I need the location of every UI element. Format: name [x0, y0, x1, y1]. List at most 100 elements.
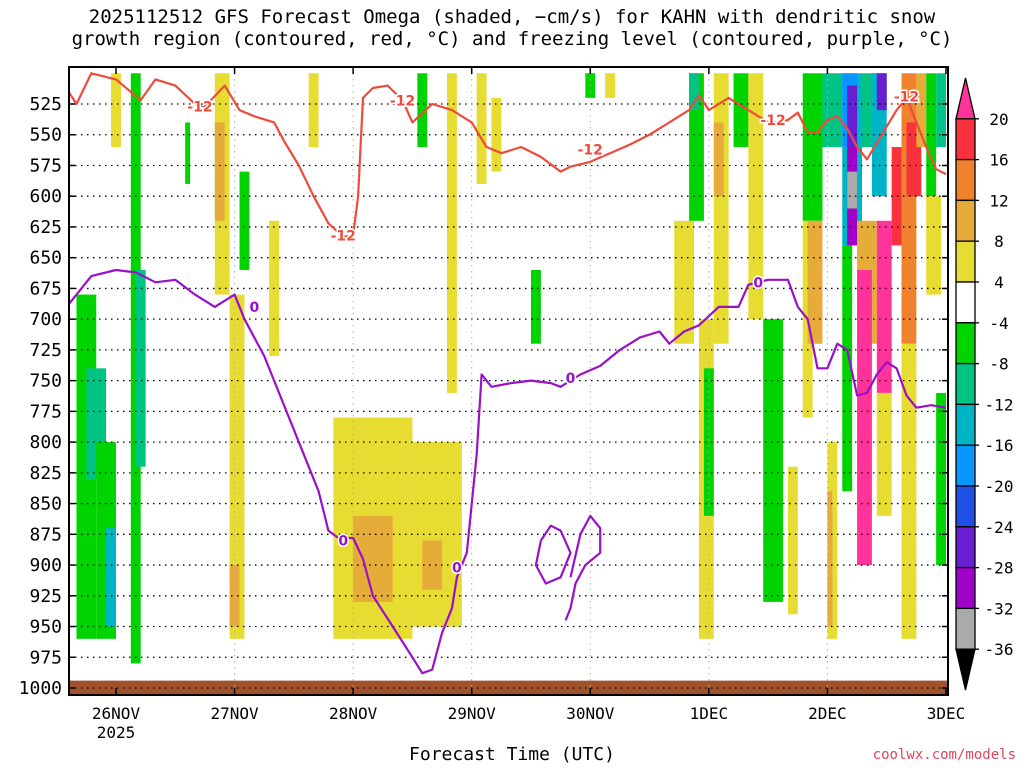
ytick-label-575: 575 [29, 155, 62, 176]
omega-cell-32 [713, 122, 724, 197]
axes-layer: 525 550 575 600 625 650 675 700 725 750 775 800 825 8… [19, 66, 966, 742]
ytick-label-950: 950 [29, 617, 62, 638]
omega-cell-60 [916, 73, 927, 148]
omega-cell-54 [876, 220, 892, 393]
ytick-label-675: 675 [29, 278, 62, 299]
omega-cell-58 [901, 343, 917, 639]
ytick-label-600: 600 [29, 186, 62, 207]
colorbar-label-20: 20 [989, 110, 1008, 129]
freezing-level-0-label-2: 0 [452, 561, 462, 577]
colorbar-cap-bottom [955, 648, 976, 691]
colorbar-cap-top [955, 77, 976, 120]
omega-cell-61 [926, 73, 937, 197]
dendritic-growth-minus12-label-5: -12 [894, 90, 919, 106]
colorbar-label--28: -28 [985, 559, 1014, 578]
omega-cell-4 [111, 73, 121, 148]
colorbar-bin--12 [955, 362, 976, 406]
omega-cell-36 [787, 466, 798, 615]
ytick-label-525: 525 [29, 94, 62, 115]
ytick-label-1000: 1000 [19, 678, 62, 699]
omega-cell-12 [239, 171, 250, 270]
omega-cell-39 [807, 220, 823, 344]
omega-cell-18 [422, 540, 443, 590]
omega-cell-7 [185, 122, 191, 184]
omega-cell-33 [733, 73, 749, 148]
colorbar-bin--20 [955, 444, 976, 487]
colorbar-label--12: -12 [985, 395, 1014, 414]
ytick-label-650: 650 [29, 248, 62, 269]
colorbar-label--8: -8 [989, 355, 1008, 374]
omega-cell-62 [926, 196, 942, 295]
colorbar-label--24: -24 [985, 518, 1014, 537]
omega-cell-55 [876, 392, 892, 516]
omega-cell-6 [135, 269, 146, 467]
ytick-label-700: 700 [29, 309, 62, 330]
dendritic-growth-minus12-label-0: -12 [187, 99, 212, 115]
omega-cell-16 [353, 515, 393, 602]
omega-cell-25 [605, 73, 615, 98]
omega-cell-19 [417, 73, 428, 148]
freezing-level-0 [69, 268, 947, 675]
contour-layer: -12 -12 -12 -12 -12 -12 0 0 0 0 0 [69, 72, 947, 675]
freezing-level-loop-1 [534, 524, 572, 585]
colorbar-bin--36 [955, 607, 976, 650]
omega-cell-37 [802, 73, 823, 221]
colorbar-label--16: -16 [985, 436, 1014, 455]
omega-cell-57 [901, 73, 917, 344]
dendritic-growth-minus12-label-1: -12 [390, 93, 415, 109]
colorbar-label-12: 12 [989, 191, 1008, 210]
colorbar-label--32: -32 [985, 599, 1014, 618]
colorbar-label-8: 8 [994, 232, 1004, 251]
xtick-label-27NOV: 27NOV [210, 704, 259, 723]
omega-cell-14 [308, 73, 319, 148]
xtick-label-28NOV: 28NOV [329, 704, 378, 723]
colorbar-label--36: -36 [985, 640, 1014, 659]
omega-cell-63 [936, 73, 946, 148]
dendritic-growth-minus12 [69, 72, 947, 238]
freezing-level-0-label-3: 0 [566, 371, 576, 387]
colorbar-bin--4 [955, 281, 976, 324]
ytick-label-800: 800 [29, 432, 62, 453]
ytick-label-725: 725 [29, 340, 62, 361]
omega-cell-28 [689, 73, 699, 111]
omega-shading-layer [76, 73, 946, 664]
ytick-label-925: 925 [29, 586, 62, 607]
colorbar-bin-12 [955, 158, 976, 202]
freezing-level-0-label-4: 0 [753, 275, 763, 291]
omega-cell-42 [827, 491, 833, 627]
colorbar-bin--28 [955, 526, 976, 569]
ytick-label-825: 825 [29, 463, 62, 484]
ytick-label-975: 975 [29, 647, 62, 668]
omega-cell-35 [763, 319, 783, 602]
colorbar-bin-4 [955, 240, 976, 283]
dendritic-growth-minus12-label-2: -12 [331, 229, 356, 245]
freezing-level-loop-2 [564, 514, 602, 621]
dendritic-growth-minus12-label-3: -12 [578, 142, 603, 158]
colorbar: 20 16 12 8 4 -4 -8 -12 -16 -20 -24 -28 -32 -36 [955, 77, 1014, 691]
ytick-label-750: 750 [29, 371, 62, 392]
ground-layer [69, 680, 948, 695]
omega-cell-31 [713, 73, 729, 344]
omega-cell-10 [229, 294, 245, 639]
omega-cell-30 [703, 368, 714, 516]
omega-cell-21 [476, 73, 487, 184]
ytick-label-850: 850 [29, 494, 62, 515]
freezing-level-0-label-0: 0 [249, 300, 259, 316]
grid-layer [69, 67, 948, 695]
colorbar-bin-8 [955, 199, 976, 242]
omega-cell-3 [106, 528, 116, 627]
xtick-label-3DEC: 3DEC [927, 704, 966, 723]
xtick-label-26NOV: 26NOV [92, 704, 141, 723]
credit-text: coolwx.com/models [872, 747, 1016, 763]
omega-cell-9 [214, 122, 225, 221]
omega-cell-53 [876, 73, 887, 111]
ytick-label-900: 900 [29, 555, 62, 576]
colorbar-label-16: 16 [989, 151, 1008, 170]
xtick-label-1DEC: 1DEC [690, 704, 729, 723]
omega-cell-23 [531, 269, 541, 344]
omega-cell-46 [847, 85, 858, 148]
chart-title: 2025112512 GFS Forecast Omega (shaded, −… [0, 6, 1024, 50]
colorbar-bin--32 [955, 566, 976, 610]
xtick-label-29NOV: 29NOV [448, 704, 497, 723]
